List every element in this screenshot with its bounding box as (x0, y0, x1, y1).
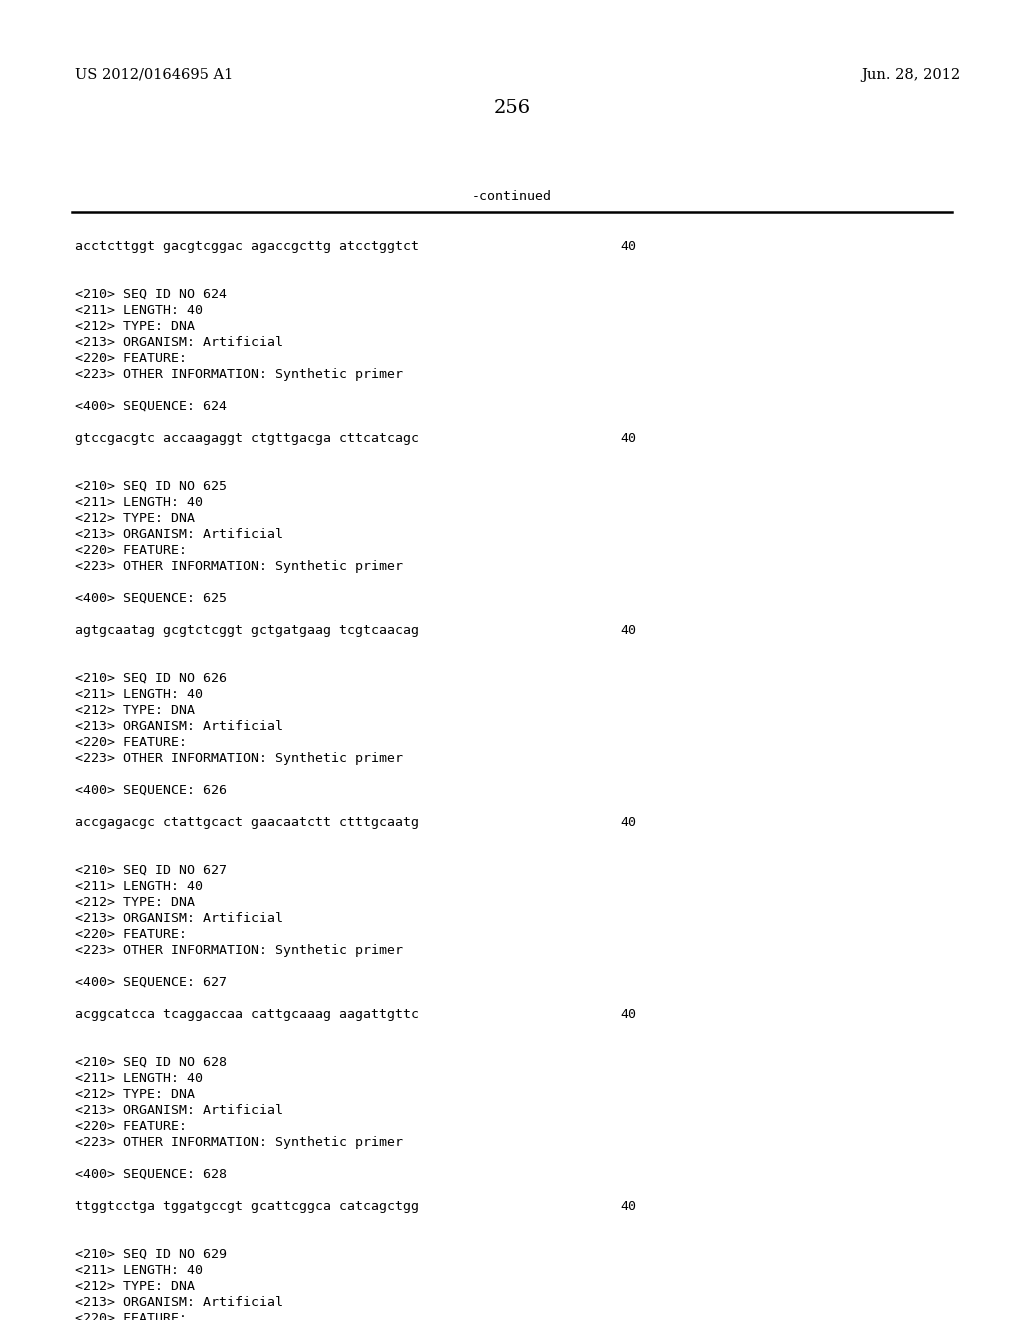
Text: <220> FEATURE:: <220> FEATURE: (75, 544, 187, 557)
Text: <400> SEQUENCE: 624: <400> SEQUENCE: 624 (75, 400, 227, 413)
Text: <213> ORGANISM: Artificial: <213> ORGANISM: Artificial (75, 1296, 283, 1309)
Text: <213> ORGANISM: Artificial: <213> ORGANISM: Artificial (75, 1104, 283, 1117)
Text: <400> SEQUENCE: 628: <400> SEQUENCE: 628 (75, 1168, 227, 1181)
Text: agtgcaatag gcgtctcggt gctgatgaag tcgtcaacag: agtgcaatag gcgtctcggt gctgatgaag tcgtcaa… (75, 624, 419, 638)
Text: <210> SEQ ID NO 626: <210> SEQ ID NO 626 (75, 672, 227, 685)
Text: <220> FEATURE:: <220> FEATURE: (75, 1312, 187, 1320)
Text: 40: 40 (620, 816, 636, 829)
Text: <212> TYPE: DNA: <212> TYPE: DNA (75, 1280, 195, 1294)
Text: <210> SEQ ID NO 628: <210> SEQ ID NO 628 (75, 1056, 227, 1069)
Text: <213> ORGANISM: Artificial: <213> ORGANISM: Artificial (75, 719, 283, 733)
Text: <223> OTHER INFORMATION: Synthetic primer: <223> OTHER INFORMATION: Synthetic prime… (75, 752, 403, 766)
Text: <210> SEQ ID NO 629: <210> SEQ ID NO 629 (75, 1247, 227, 1261)
Text: <210> SEQ ID NO 624: <210> SEQ ID NO 624 (75, 288, 227, 301)
Text: 40: 40 (620, 1008, 636, 1020)
Text: <213> ORGANISM: Artificial: <213> ORGANISM: Artificial (75, 337, 283, 348)
Text: <211> LENGTH: 40: <211> LENGTH: 40 (75, 880, 203, 894)
Text: <213> ORGANISM: Artificial: <213> ORGANISM: Artificial (75, 912, 283, 925)
Text: <220> FEATURE:: <220> FEATURE: (75, 1119, 187, 1133)
Text: <223> OTHER INFORMATION: Synthetic primer: <223> OTHER INFORMATION: Synthetic prime… (75, 944, 403, 957)
Text: <211> LENGTH: 40: <211> LENGTH: 40 (75, 1265, 203, 1276)
Text: 40: 40 (620, 624, 636, 638)
Text: <400> SEQUENCE: 626: <400> SEQUENCE: 626 (75, 784, 227, 797)
Text: <223> OTHER INFORMATION: Synthetic primer: <223> OTHER INFORMATION: Synthetic prime… (75, 1137, 403, 1148)
Text: <400> SEQUENCE: 627: <400> SEQUENCE: 627 (75, 975, 227, 989)
Text: -continued: -continued (472, 190, 552, 203)
Text: <212> TYPE: DNA: <212> TYPE: DNA (75, 319, 195, 333)
Text: <212> TYPE: DNA: <212> TYPE: DNA (75, 1088, 195, 1101)
Text: <210> SEQ ID NO 625: <210> SEQ ID NO 625 (75, 480, 227, 492)
Text: <211> LENGTH: 40: <211> LENGTH: 40 (75, 304, 203, 317)
Text: <212> TYPE: DNA: <212> TYPE: DNA (75, 704, 195, 717)
Text: <220> FEATURE:: <220> FEATURE: (75, 928, 187, 941)
Text: <223> OTHER INFORMATION: Synthetic primer: <223> OTHER INFORMATION: Synthetic prime… (75, 368, 403, 381)
Text: <211> LENGTH: 40: <211> LENGTH: 40 (75, 496, 203, 510)
Text: 40: 40 (620, 240, 636, 253)
Text: acctcttggt gacgtcggac agaccgcttg atcctggtct: acctcttggt gacgtcggac agaccgcttg atcctgg… (75, 240, 419, 253)
Text: 256: 256 (494, 99, 530, 117)
Text: 40: 40 (620, 432, 636, 445)
Text: US 2012/0164695 A1: US 2012/0164695 A1 (75, 69, 233, 82)
Text: <210> SEQ ID NO 627: <210> SEQ ID NO 627 (75, 865, 227, 876)
Text: <213> ORGANISM: Artificial: <213> ORGANISM: Artificial (75, 528, 283, 541)
Text: <400> SEQUENCE: 625: <400> SEQUENCE: 625 (75, 591, 227, 605)
Text: <211> LENGTH: 40: <211> LENGTH: 40 (75, 688, 203, 701)
Text: <220> FEATURE:: <220> FEATURE: (75, 352, 187, 366)
Text: Jun. 28, 2012: Jun. 28, 2012 (861, 69, 961, 82)
Text: <212> TYPE: DNA: <212> TYPE: DNA (75, 512, 195, 525)
Text: gtccgacgtc accaagaggt ctgttgacga cttcatcagc: gtccgacgtc accaagaggt ctgttgacga cttcatc… (75, 432, 419, 445)
Text: 40: 40 (620, 1200, 636, 1213)
Text: accgagacgc ctattgcact gaacaatctt ctttgcaatg: accgagacgc ctattgcact gaacaatctt ctttgca… (75, 816, 419, 829)
Text: <220> FEATURE:: <220> FEATURE: (75, 737, 187, 748)
Text: <211> LENGTH: 40: <211> LENGTH: 40 (75, 1072, 203, 1085)
Text: <223> OTHER INFORMATION: Synthetic primer: <223> OTHER INFORMATION: Synthetic prime… (75, 560, 403, 573)
Text: <212> TYPE: DNA: <212> TYPE: DNA (75, 896, 195, 909)
Text: acggcatcca tcaggaccaa cattgcaaag aagattgttc: acggcatcca tcaggaccaa cattgcaaag aagattg… (75, 1008, 419, 1020)
Text: ttggtcctga tggatgccgt gcattcggca catcagctgg: ttggtcctga tggatgccgt gcattcggca catcagc… (75, 1200, 419, 1213)
